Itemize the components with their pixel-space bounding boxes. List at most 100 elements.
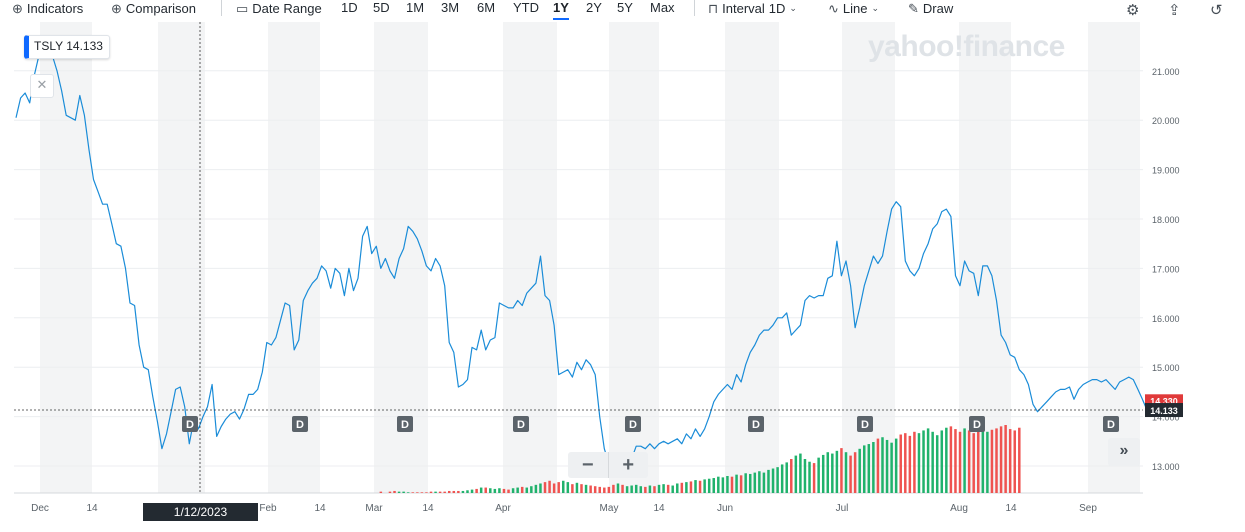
- x-tick-label: 14: [86, 503, 98, 514]
- volume-bar: [999, 426, 1003, 493]
- x-tick-label: Dec: [31, 503, 49, 514]
- share-icon[interactable]: ⇪: [1168, 2, 1181, 19]
- chart-type-button[interactable]: ∿ Line ⌄: [828, 0, 879, 16]
- volume-bar: [457, 490, 460, 493]
- volume-bar: [1013, 430, 1016, 493]
- plus-circle-icon: ⊕: [111, 0, 122, 16]
- dividend-marker-label: D: [186, 419, 194, 431]
- shade-band: [609, 22, 659, 493]
- volume-bar: [552, 483, 556, 493]
- volume-bar: [612, 484, 615, 493]
- period-max[interactable]: Max: [650, 0, 675, 15]
- shade-band: [374, 22, 428, 493]
- reset-icon[interactable]: ↺: [1210, 2, 1223, 19]
- volume-bar: [388, 491, 392, 493]
- chevron-down-icon: ⌄: [871, 2, 880, 13]
- volume-bar: [917, 433, 921, 493]
- zoom-in-button[interactable]: +: [622, 454, 635, 476]
- y-tick-label: 21.000: [1152, 67, 1180, 77]
- draw-button[interactable]: ✎ Draw: [908, 0, 953, 16]
- x-tick-label: 14: [1005, 503, 1017, 514]
- period-5y[interactable]: 5Y: [617, 0, 633, 15]
- volume-bar: [785, 462, 788, 493]
- volume-bar: [977, 429, 980, 493]
- close-ticker-button[interactable]: ✕: [30, 74, 54, 98]
- volume-bar: [516, 487, 519, 493]
- volume-bar: [780, 464, 784, 493]
- volume-bar: [571, 484, 574, 493]
- volume-bar: [935, 435, 939, 493]
- ticker-tag[interactable]: TSLY 14.133: [24, 35, 110, 59]
- dividend-marker-label: D: [861, 419, 869, 431]
- volume-bar: [393, 490, 396, 493]
- price-marker-current: [1145, 403, 1183, 418]
- volume-bar: [648, 485, 652, 493]
- indicators-button[interactable]: ⊕ Indicators: [12, 0, 83, 16]
- volume-bar: [981, 427, 985, 493]
- comparison-button[interactable]: ⊕ Comparison: [111, 0, 196, 16]
- volume-bar: [908, 435, 912, 493]
- period-2y[interactable]: 2Y: [586, 0, 602, 15]
- price-marker-current-label: 14.133: [1150, 406, 1178, 416]
- volume-bar: [717, 476, 720, 493]
- volume-bar: [530, 486, 533, 493]
- volume-bar: [885, 439, 889, 493]
- volume-bar: [379, 491, 383, 493]
- volume-bar: [443, 491, 446, 493]
- period-1m[interactable]: 1M: [406, 0, 425, 15]
- interval-button[interactable]: ⊓ Interval 1D ⌄: [708, 0, 797, 16]
- dividend-marker-label: D: [973, 419, 981, 431]
- period-ytd[interactable]: YTD: [513, 0, 539, 15]
- volume-bar: [425, 492, 428, 493]
- shade-band: [842, 22, 895, 493]
- volume-bar: [625, 486, 629, 493]
- volume-bar: [726, 476, 729, 493]
- period-1d[interactable]: 1D: [341, 0, 358, 15]
- volume-bar: [913, 431, 916, 493]
- period-3m[interactable]: 3M: [441, 0, 460, 15]
- volume-bar: [680, 482, 684, 493]
- shade-band: [959, 22, 1011, 493]
- date-range-button[interactable]: ▭ Date Range: [236, 0, 322, 16]
- period-5d[interactable]: 5D: [373, 0, 390, 15]
- volume-bar: [493, 488, 497, 493]
- volume-bar: [557, 482, 560, 493]
- chart-toolbar: ⊕ Indicators ⊕ Comparison ▭ Date Range 1…: [0, 0, 1245, 22]
- shade-band: [158, 22, 205, 493]
- price-marker-other-label: 14.330: [1150, 396, 1178, 406]
- volume-bar: [502, 488, 506, 493]
- volume-bar: [753, 472, 757, 493]
- volume-bar: [653, 486, 656, 493]
- volume-bar: [776, 467, 779, 493]
- y-tick-label: 17.000: [1152, 264, 1180, 274]
- volume-bar: [543, 482, 547, 493]
- volume-bar: [812, 463, 816, 493]
- x-tick-label: Mar: [365, 503, 383, 514]
- dividend-marker-label: D: [752, 419, 760, 431]
- dividend-marker-label: D: [401, 419, 409, 431]
- shade-band: [1088, 22, 1140, 493]
- zoom-out-button[interactable]: −: [568, 452, 609, 478]
- volume-bar: [835, 450, 839, 493]
- volume-bar: [967, 430, 971, 493]
- volume-bar: [685, 482, 688, 493]
- gear-icon[interactable]: ⚙: [1126, 2, 1140, 19]
- volume-bar: [904, 433, 907, 493]
- volume-bar: [402, 491, 405, 493]
- y-tick-label: 13.000: [1152, 462, 1180, 472]
- dividend-marker: [292, 416, 308, 432]
- period-1y[interactable]: 1Y: [553, 0, 569, 20]
- expand-chart-button[interactable]: »: [1108, 438, 1140, 466]
- shade-band: [268, 22, 320, 493]
- period-6m[interactable]: 6M: [477, 0, 496, 15]
- volume-bar: [593, 486, 597, 493]
- dividend-marker: [748, 416, 764, 432]
- volume-bar: [730, 476, 734, 493]
- volume-bar: [589, 485, 592, 493]
- dividend-marker-label: D: [517, 419, 525, 431]
- volume-bar: [744, 473, 747, 493]
- x-tick-label: 14: [653, 503, 665, 514]
- volume-bar: [639, 486, 643, 493]
- x-tick-label: May: [600, 503, 619, 514]
